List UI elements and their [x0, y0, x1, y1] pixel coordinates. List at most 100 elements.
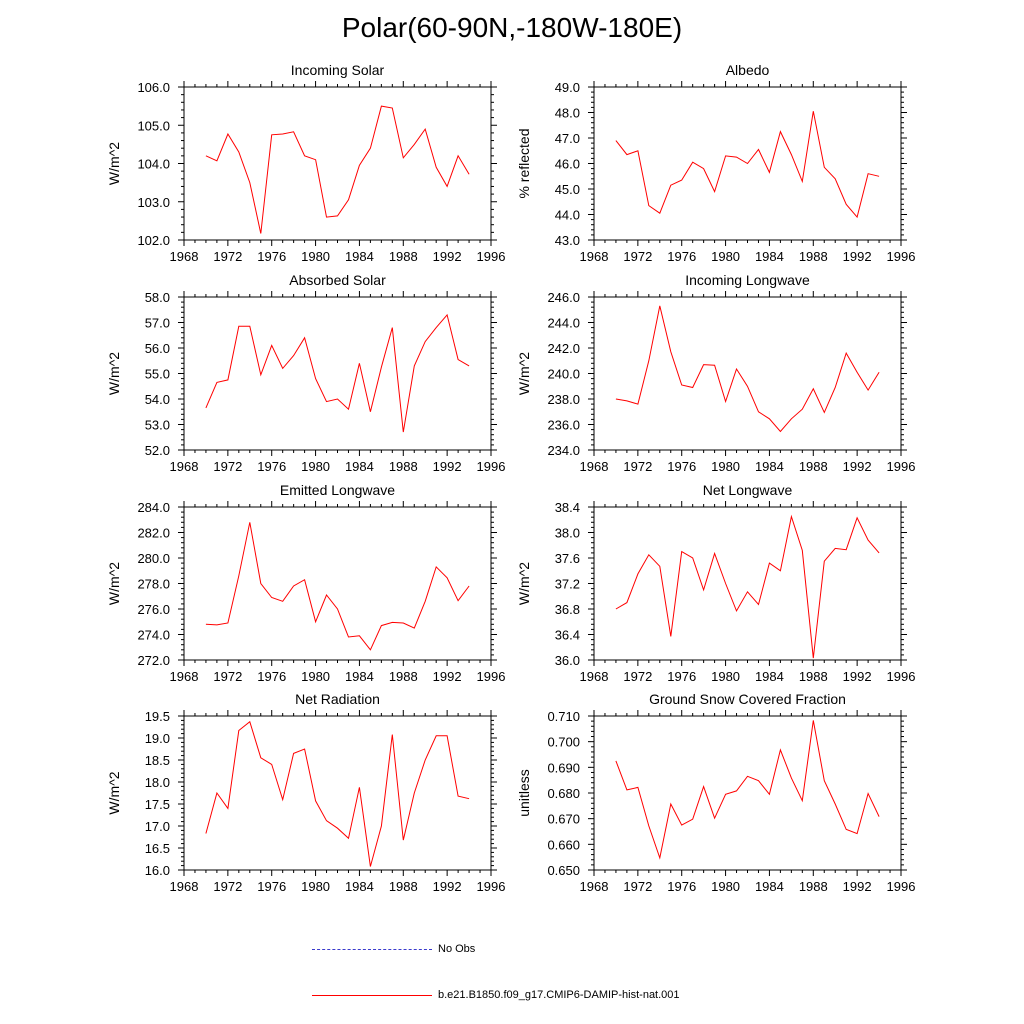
y-tick-label: 19.0 — [145, 731, 170, 746]
x-tick-label: 1984 — [345, 459, 374, 474]
y-tick-label: 36.4 — [555, 628, 580, 643]
x-tick-label: 1984 — [755, 669, 784, 684]
x-tick-label: 1988 — [389, 669, 418, 684]
y-tick-label: 49.0 — [555, 80, 580, 95]
y-tick-label: 54.0 — [145, 392, 170, 407]
x-tick-label: 1972 — [623, 669, 652, 684]
x-tick-label: 1996 — [887, 249, 916, 264]
y-tick-label: 52.0 — [145, 443, 170, 458]
x-tick-label: 1980 — [301, 459, 330, 474]
y-axis-label: W/m^2 — [516, 562, 532, 605]
x-tick-label: 1980 — [301, 669, 330, 684]
y-tick-label: 43.0 — [555, 233, 580, 248]
x-tick-label: 1988 — [799, 459, 828, 474]
x-tick-label: 1988 — [799, 879, 828, 894]
plot-frame-ground-snow-covered-fraction — [593, 715, 902, 871]
x-tick-label: 1976 — [667, 459, 696, 474]
x-tick-label: 1984 — [755, 879, 784, 894]
x-tick-label: 1972 — [213, 459, 242, 474]
panel-incoming-longwave: 1968 1972 1976 1980 1984 1988 1992 1996 234.0 236… — [516, 272, 915, 474]
x-tick-label: 1984 — [755, 459, 784, 474]
x-tick-label: 1988 — [389, 879, 418, 894]
y-tick-label: 234.0 — [547, 443, 580, 458]
x-tick-label: 1968 — [580, 459, 609, 474]
y-tick-label: 0.650 — [547, 863, 580, 878]
panel-absorbed-solar: 1968 1972 1976 1980 1984 1988 1992 1996 52.0 53.0… — [106, 272, 505, 474]
x-tick-label: 1976 — [667, 669, 696, 684]
y-tick-label: 48.0 — [555, 106, 580, 121]
chart-title: Emitted Longwave — [280, 482, 395, 498]
y-axis-label: W/m^2 — [106, 562, 122, 605]
y-tick-label: 280.0 — [137, 551, 170, 566]
x-tick-label: 1972 — [623, 879, 652, 894]
panel-net-longwave: 1968 1972 1976 1980 1984 1988 1992 1996 36.0 36.4… — [516, 482, 915, 684]
series-line — [205, 522, 470, 651]
panel-net-radiation: 1968 1972 1976 1980 1984 1988 1992 1996 16.0 16.5… — [106, 691, 505, 894]
plot-frame-incoming-solar — [183, 86, 492, 241]
x-tick-label: 1984 — [755, 249, 784, 264]
y-axis-label: % reflected — [516, 128, 532, 198]
x-tick-label: 1980 — [711, 249, 740, 264]
series-line — [205, 720, 470, 867]
x-tick-label: 1992 — [843, 669, 872, 684]
x-tick-label: 1988 — [389, 459, 418, 474]
chart-title: Ground Snow Covered Fraction — [649, 691, 846, 707]
y-tick-label: 238.0 — [547, 392, 580, 407]
legend-line-no-obs — [312, 949, 432, 950]
y-tick-label: 57.0 — [145, 316, 170, 331]
x-tick-label: 1992 — [843, 459, 872, 474]
y-tick-label: 47.0 — [555, 131, 580, 146]
y-tick-label: 46.0 — [555, 157, 580, 172]
plot-frame-incoming-longwave — [593, 296, 902, 451]
y-tick-label: 0.670 — [547, 812, 580, 827]
y-tick-label: 38.0 — [555, 526, 580, 541]
chart-title: Net Radiation — [295, 691, 380, 707]
x-tick-label: 1980 — [301, 249, 330, 264]
y-tick-label: 56.0 — [145, 341, 170, 356]
x-tick-label: 1992 — [433, 249, 462, 264]
y-tick-label: 278.0 — [137, 577, 170, 592]
x-tick-label: 1976 — [257, 459, 286, 474]
legend-line-model-run — [312, 995, 432, 996]
series-line — [615, 720, 880, 860]
y-tick-label: 0.660 — [547, 837, 580, 852]
chart-title: Albedo — [726, 62, 770, 78]
x-tick-label: 1968 — [170, 879, 199, 894]
y-tick-label: 37.2 — [555, 577, 580, 592]
y-tick-label: 0.690 — [547, 760, 580, 775]
x-tick-label: 1976 — [667, 879, 696, 894]
x-tick-label: 1980 — [711, 879, 740, 894]
y-tick-label: 282.0 — [137, 526, 170, 541]
y-tick-label: 0.700 — [547, 735, 580, 750]
panel-emitted-longwave: 1968 1972 1976 1980 1984 1988 1992 1996 272.0 274… — [106, 482, 505, 684]
plot-frame-net-longwave — [593, 506, 902, 661]
x-tick-label: 1976 — [257, 669, 286, 684]
y-tick-label: 45.0 — [555, 182, 580, 197]
chart-title: Net Longwave — [703, 482, 793, 498]
y-tick-label: 274.0 — [137, 628, 170, 643]
y-tick-label: 102.0 — [137, 233, 170, 248]
chart-title: Incoming Solar — [291, 62, 385, 78]
y-tick-label: 104.0 — [137, 157, 170, 172]
panel-ground-snow-covered-fraction: 1968 1972 1976 1980 1984 1988 1992 1996 0.650 0.6… — [516, 691, 915, 894]
y-tick-label: 240.0 — [547, 367, 580, 382]
y-tick-label: 106.0 — [137, 80, 170, 95]
y-tick-label: 17.0 — [145, 819, 170, 834]
x-tick-label: 1992 — [843, 249, 872, 264]
x-tick-label: 1996 — [887, 459, 916, 474]
panel-albedo: 1968 1972 1976 1980 1984 1988 1992 1996 43.0 44.0… — [516, 62, 915, 264]
x-tick-label: 1996 — [887, 879, 916, 894]
x-tick-label: 1988 — [389, 249, 418, 264]
y-axis-label: W/m^2 — [106, 771, 122, 814]
y-tick-label: 246.0 — [547, 290, 580, 305]
y-tick-label: 244.0 — [547, 316, 580, 331]
y-tick-label: 55.0 — [145, 367, 170, 382]
x-tick-label: 1968 — [580, 879, 609, 894]
y-axis-label: W/m^2 — [106, 352, 122, 395]
y-tick-label: 58.0 — [145, 290, 170, 305]
x-tick-label: 1984 — [345, 879, 374, 894]
x-tick-label: 1980 — [711, 459, 740, 474]
series-line — [615, 514, 880, 659]
y-tick-label: 19.5 — [145, 709, 170, 724]
x-tick-label: 1992 — [433, 459, 462, 474]
